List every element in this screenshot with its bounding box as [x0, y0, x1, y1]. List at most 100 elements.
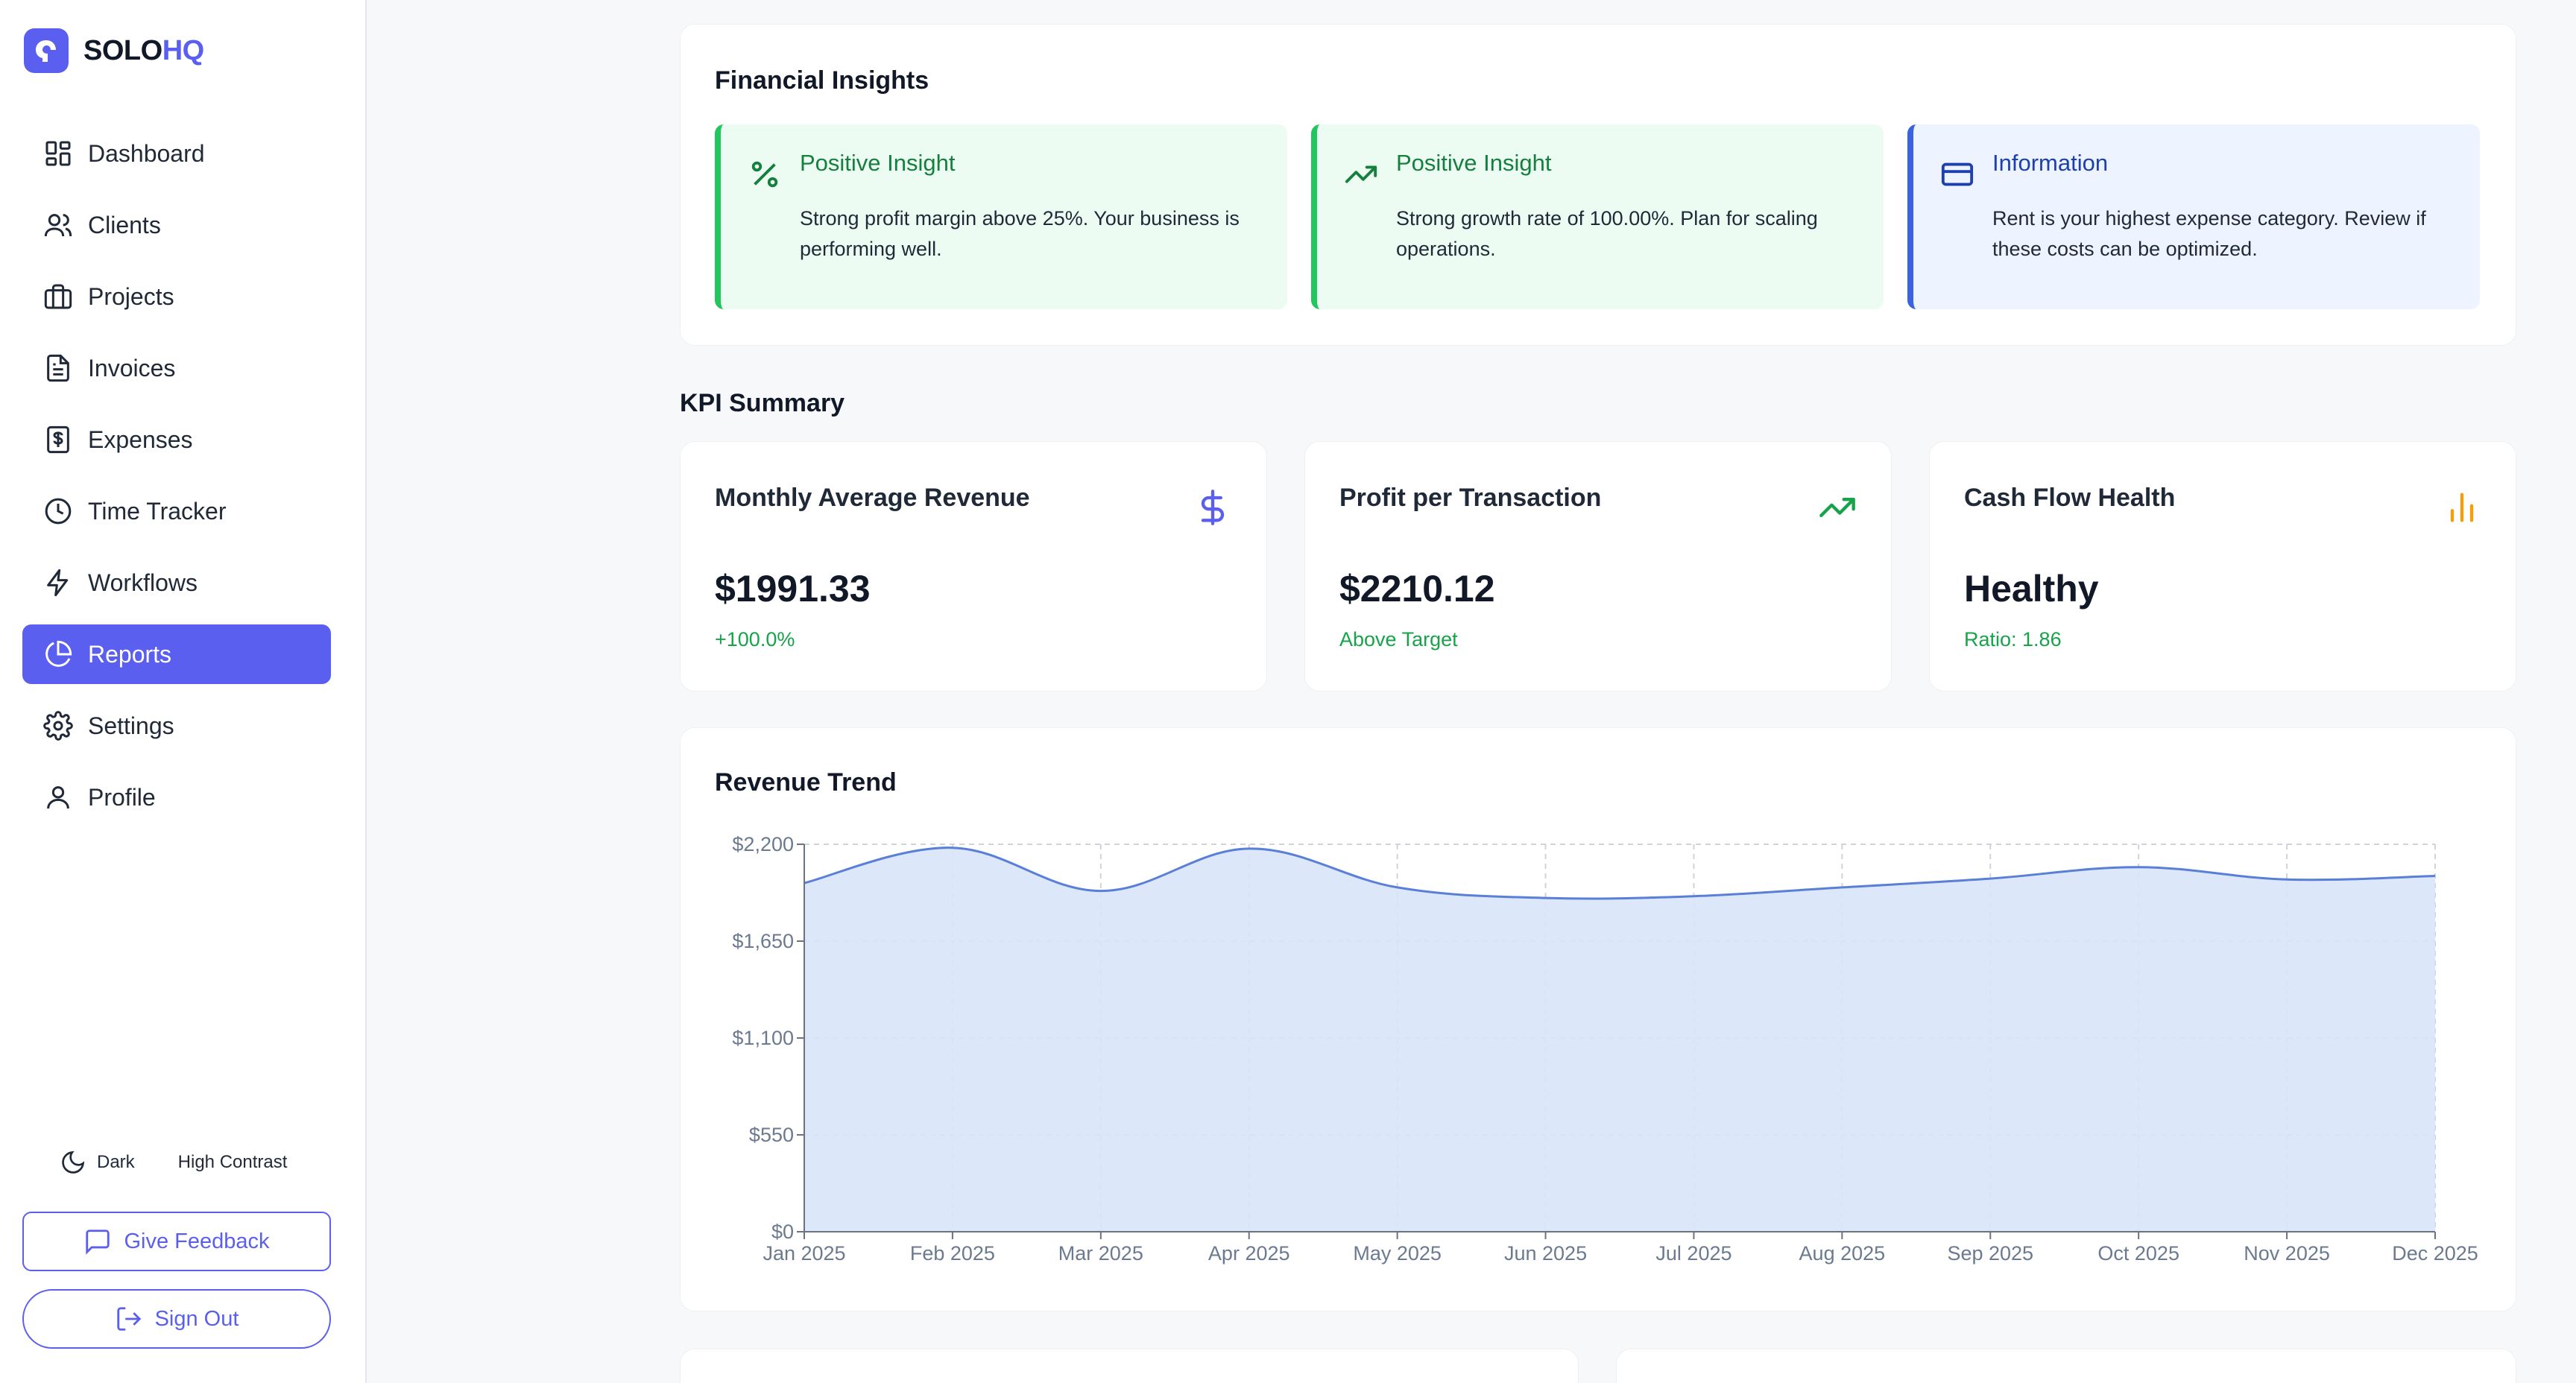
sidebar-item-label: Expenses: [88, 425, 193, 453]
x-tick-label: Mar 2025: [1058, 1242, 1143, 1265]
x-tick-label: Aug 2025: [1799, 1242, 1886, 1265]
kpi-summary-title: KPI Summary: [680, 389, 845, 417]
insight-title: Positive Insight: [800, 150, 956, 176]
sidebar-item-label: Projects: [88, 282, 174, 310]
x-tick-label: Oct 2025: [2097, 1242, 2179, 1265]
dashboard-icon: [45, 141, 71, 166]
theme-toggle-row: Dark High Contrast: [60, 1149, 287, 1176]
sidebar-item-label: Dashboard: [88, 139, 205, 167]
sign-out-label: Sign Out: [154, 1306, 239, 1331]
theme-high-contrast-toggle[interactable]: High Contrast: [177, 1152, 288, 1172]
sidebar-item-label: Workflows: [88, 569, 198, 596]
kpi-title: Monthly Average Revenue: [715, 484, 1030, 512]
insight-text: Strong profit margin above 25%. Your bus…: [800, 207, 1240, 260]
users-icon: [44, 214, 72, 237]
y-tick-label: $1,100: [732, 1027, 794, 1049]
revenue-line: [804, 846, 2436, 900]
clock-icon: [45, 498, 72, 525]
x-tick-label: May 2025: [1353, 1242, 1442, 1265]
user-icon: [47, 786, 69, 809]
x-tick-label: Feb 2025: [910, 1242, 995, 1265]
logout-icon: [116, 1307, 141, 1331]
sidebar-item-clients[interactable]: Clients: [22, 195, 331, 255]
percent-icon: [751, 161, 778, 188]
x-tick-label: Jul 2025: [1655, 1242, 1731, 1265]
sidebar-item-label: Invoices: [88, 354, 176, 382]
logo-text: SOLOHQ: [83, 35, 204, 67]
briefcase-icon: [44, 284, 72, 309]
theme-dark-toggle[interactable]: Dark: [97, 1152, 135, 1172]
trending-up-icon: [1345, 165, 1377, 183]
x-tick-label: Dec 2025: [2392, 1242, 2478, 1265]
financial-insights-card: Financial Insights Positive Insight Stro…: [680, 24, 2516, 346]
sidebar-item-label: Clients: [88, 211, 161, 238]
revenue-trend-card: Revenue Trend $0 $550 $1,100 $1,650 $2,200 Ja…: [680, 727, 2516, 1311]
sidebar-item-projects[interactable]: Projects: [22, 267, 331, 326]
kpi-subtext: Ratio: 1.86: [1964, 628, 2062, 651]
y-tick-label: $1,650: [732, 930, 794, 952]
revenue-trend-chart: $0 $550 $1,100 $1,650 $2,200 Jan 2025 Feb 2025…: [732, 833, 2478, 1265]
kpi-title: Profit per Transaction: [1339, 484, 1602, 512]
insight-card-profit-margin: Positive Insight Strong profit margin ab…: [715, 124, 1287, 309]
sidebar-item-expenses[interactable]: Expenses: [22, 410, 331, 469]
revenue-area: [804, 847, 2435, 1232]
logo-text-hq: HQ: [162, 34, 205, 66]
logo-icon: [24, 28, 69, 73]
dollar-receipt-icon: [47, 425, 69, 454]
trending-up-icon: [1819, 498, 1855, 517]
file-text-icon: [47, 354, 69, 382]
y-tick-label: $550: [749, 1124, 794, 1146]
sidebar-item-time-tracker[interactable]: Time Tracker: [22, 481, 331, 541]
y-tick-label: $0: [771, 1221, 794, 1243]
x-tick-label: Jun 2025: [1504, 1242, 1587, 1265]
sidebar-item-settings[interactable]: Settings: [22, 696, 331, 756]
kpi-value: $1991.33: [715, 568, 871, 610]
bar-chart-icon: [2450, 493, 2474, 522]
insight-text: Strong growth rate of 100.00%. Plan for …: [1396, 207, 1818, 260]
message-icon: [86, 1229, 110, 1255]
logo-text-solo: SOLO: [83, 34, 162, 66]
kpi-subtext: Above Target: [1339, 628, 1458, 651]
app-logo[interactable]: SOLOHQ: [24, 28, 204, 73]
gear-icon: [43, 711, 73, 741]
sidebar-item-reports[interactable]: Reports: [22, 624, 331, 684]
give-feedback-label: Give Feedback: [124, 1229, 270, 1253]
kpi-value: Healthy: [1964, 568, 2099, 610]
revenue-trend-title: Revenue Trend: [715, 768, 897, 797]
sidebar-item-label: Profile: [88, 783, 156, 811]
sidebar-item-label: Settings: [88, 712, 174, 739]
lightning-icon: [47, 569, 69, 597]
kpi-card-monthly-average-revenue: Monthly Average Revenue $1991.33 +100.0%: [680, 441, 1267, 692]
sidebar-item-profile[interactable]: Profile: [22, 768, 331, 827]
insight-title: Information: [1992, 150, 2109, 176]
financial-insights-title: Financial Insights: [715, 66, 929, 95]
kpi-subtext: +100.0%: [715, 628, 795, 651]
sidebar-item-workflows[interactable]: Workflows: [22, 553, 331, 613]
insight-title: Positive Insight: [1396, 150, 1552, 176]
sidebar: SOLOHQ Dashboard Clients Projects Invoic…: [0, 0, 367, 1383]
x-tick-label: Apr 2025: [1208, 1242, 1290, 1265]
x-tick-label: Sep 2025: [1947, 1242, 2033, 1265]
kpi-value: $2210.12: [1339, 568, 1495, 610]
sign-out-button[interactable]: Sign Out: [22, 1289, 331, 1349]
sidebar-item-label: Reports: [88, 640, 172, 668]
x-tick-label: Nov 2025: [2244, 1242, 2330, 1265]
sidebar-item-label: Time Tracker: [88, 497, 227, 525]
insight-card-rent-expense: Information Rent is your highest expense…: [1907, 124, 2480, 309]
sidebar-item-invoices[interactable]: Invoices: [22, 338, 331, 398]
y-tick-label: $2,200: [732, 833, 794, 855]
moon-icon[interactable]: [60, 1149, 86, 1176]
insight-card-growth-rate: Positive Insight Strong growth rate of 1…: [1311, 124, 1884, 309]
sidebar-item-dashboard[interactable]: Dashboard: [22, 124, 331, 183]
give-feedback-button[interactable]: Give Feedback: [22, 1212, 331, 1271]
credit-card-icon: [1941, 162, 1974, 186]
kpi-card-profit-per-transaction: Profit per Transaction $2210.12 Above Ta…: [1304, 441, 1892, 692]
sidebar-nav: Dashboard Clients Projects Invoices Expe…: [22, 124, 331, 839]
kpi-title: Cash Flow Health: [1964, 484, 2176, 512]
x-tick-label: Jan 2025: [763, 1242, 845, 1265]
report-card-right: [1616, 1349, 2516, 1383]
insight-text: Rent is your highest expense category. R…: [1992, 207, 2426, 260]
dollar-icon: [1201, 490, 1225, 525]
pie-chart-icon: [45, 640, 72, 667]
kpi-card-cash-flow-health: Cash Flow Health Healthy Ratio: 1.86: [1929, 441, 2516, 692]
